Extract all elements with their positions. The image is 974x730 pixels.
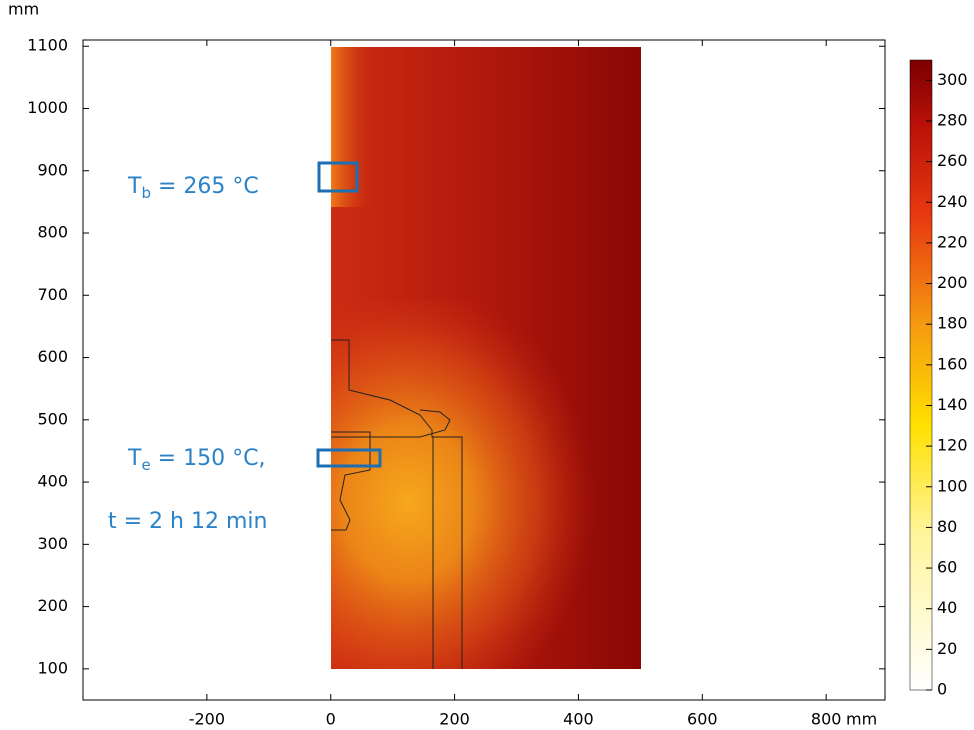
annotation: Te = 150 °C,	[127, 446, 265, 474]
colorbar-tick-label: 80	[937, 517, 957, 536]
x-tick-label: 400	[563, 710, 594, 729]
colorbar-tick-label: 260	[937, 151, 968, 170]
colorbar-tick-label: 300	[937, 70, 968, 89]
colorbar-tick-label: 60	[937, 558, 957, 577]
colorbar-tick-label: 20	[937, 639, 957, 658]
x-tick-label: 0	[326, 710, 336, 729]
annotation: t = 2 h 12 min	[108, 509, 267, 534]
y-tick-label: 700	[37, 285, 68, 304]
colorbar-tick-label: 0	[937, 680, 947, 699]
x-tick-label: 800	[811, 710, 842, 729]
y-tick-label: 300	[37, 534, 68, 553]
colorbar-tick-label: 140	[937, 395, 968, 414]
colorbar-tick-label: 100	[937, 476, 968, 495]
y-tick-label: 900	[37, 160, 68, 179]
y-tick-label: 1100	[27, 36, 68, 55]
colorbar-tick-label: 280	[937, 110, 968, 129]
x-tick-label: 200	[439, 710, 470, 729]
y-tick-label: 800	[37, 223, 68, 242]
colorbar-tick-label: 240	[937, 192, 968, 211]
colorbar	[909, 59, 933, 691]
colorbar-tick-label: 180	[937, 314, 968, 333]
y-tick-label: 100	[37, 658, 68, 677]
colorbar-tick-label: 220	[937, 232, 968, 251]
colorbar-tick-label: 120	[937, 436, 968, 455]
colorbar-tick-label: 200	[937, 273, 968, 292]
x-tick-label: -200	[189, 710, 225, 729]
colorbar-tick-label: 40	[937, 598, 957, 617]
y-tick-label: 200	[37, 596, 68, 615]
annotation: Tb = 265 °C	[127, 174, 259, 202]
y-tick-label: 600	[37, 347, 68, 366]
y-tick-label: 400	[37, 472, 68, 491]
temperature-field	[316, 47, 641, 669]
colorbar-tick-label: 160	[937, 354, 968, 373]
x-unit: mm	[846, 710, 877, 729]
y-unit: mm	[8, 0, 39, 19]
x-tick-label: 600	[687, 710, 718, 729]
y-tick-label: 500	[37, 409, 68, 428]
y-tick-label: 1000	[27, 98, 68, 117]
